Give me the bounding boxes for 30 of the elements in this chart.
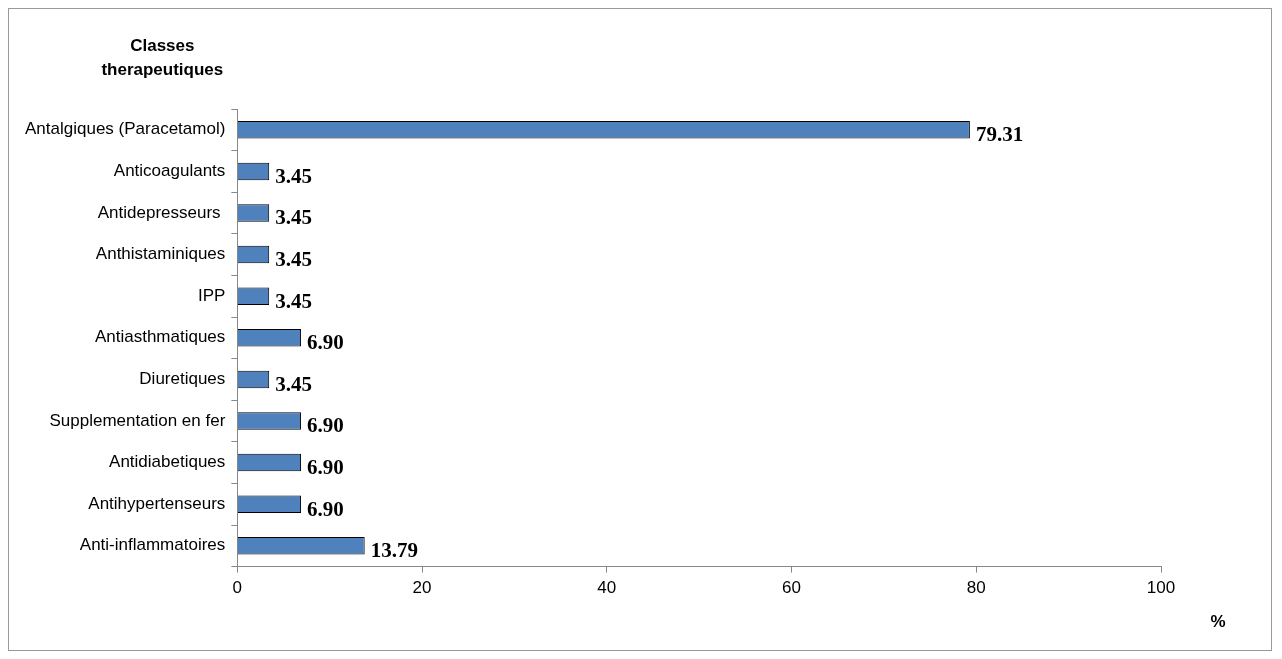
data-label: 3.45	[275, 205, 312, 230]
y-tick-label: Anticoagulants	[113, 161, 226, 181]
data-label: 3.45	[275, 247, 312, 272]
y-tick-label: Supplementation en fer	[49, 410, 226, 430]
data-label: 3.45	[275, 163, 312, 188]
y-tick-label: Antidiabetiques	[109, 452, 226, 472]
data-label: 3.45	[275, 288, 312, 313]
y-tick-label: Antihypertenseurs	[88, 493, 226, 513]
y-tick-label: Anti-inflammatoires	[79, 535, 226, 555]
x-tick-label: 20	[412, 578, 432, 598]
y-tick-label: Anthistaminiques	[95, 244, 226, 264]
x-tick-label: 100	[1146, 578, 1176, 598]
y-tick-label: Diuretiques	[139, 369, 226, 389]
y-tick-label: Antidepresseurs	[97, 202, 226, 222]
data-label: 6.90	[307, 455, 344, 480]
y-tick-label: Antalgiques (Paracetamol)	[24, 119, 226, 139]
data-label: 6.90	[307, 496, 344, 521]
data-label: 6.90	[307, 330, 344, 355]
x-axis-title: %	[1210, 611, 1226, 631]
x-tick-label: 40	[597, 578, 617, 598]
y-axis-title: Classes therapeutiques	[101, 36, 224, 79]
x-tick-label: 80	[966, 578, 986, 598]
y-tick-label: Antiasthmatiques	[94, 327, 226, 347]
x-tick-label: 60	[782, 578, 801, 598]
data-label: 6.90	[307, 413, 344, 438]
data-label: 79.31	[975, 122, 1024, 147]
y-tick-label: IPP	[197, 285, 226, 305]
data-label: 3.45	[275, 371, 312, 396]
x-tick-label: 0	[232, 578, 243, 598]
data-label: 13.79	[370, 538, 418, 563]
